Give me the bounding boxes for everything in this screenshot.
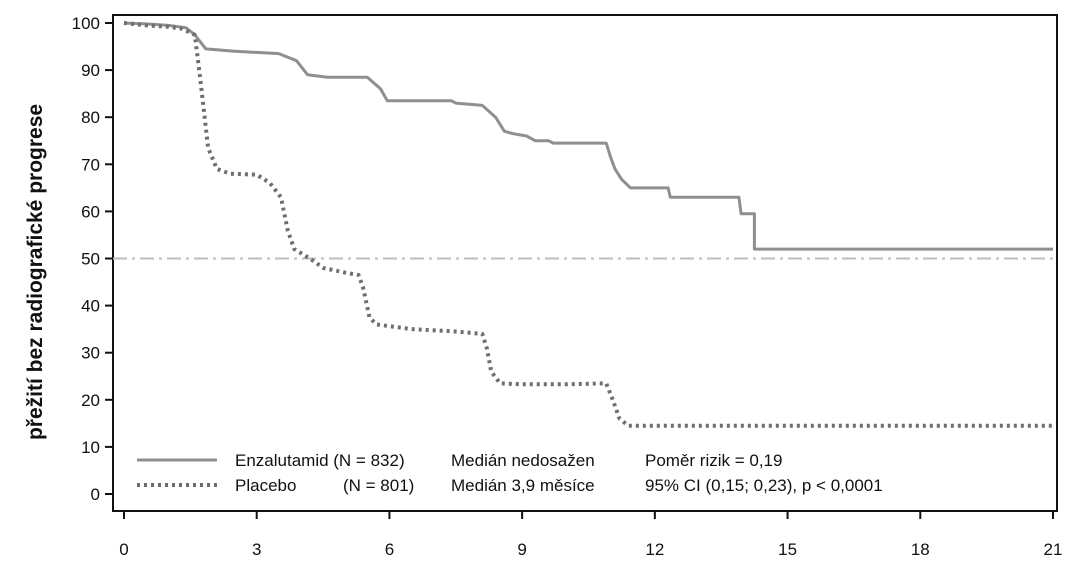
legend-stat-confidence-interval: 95% CI (0,15; 0,23), p < 0,0001 xyxy=(645,476,883,495)
x-tick-label: 0 xyxy=(119,540,128,559)
x-tick-label: 15 xyxy=(778,540,797,559)
y-tick-label: 30 xyxy=(81,344,100,363)
y-tick-label: 40 xyxy=(81,297,100,316)
legend-n-placebo: (N = 801) xyxy=(343,476,414,495)
y-tick-label: 90 xyxy=(81,61,100,80)
legend-stat-hazard-ratio: Poměr rizik = 0,19 xyxy=(645,451,782,470)
x-tick-label: 6 xyxy=(385,540,394,559)
legend-median-placebo: Medián 3,9 měsíce xyxy=(451,476,595,495)
y-tick-label: 0 xyxy=(91,485,100,504)
y-tick-label: 10 xyxy=(81,438,100,457)
legend-label-enzalutamid: Enzalutamid (N = 832) xyxy=(235,451,405,470)
y-tick-label: 50 xyxy=(81,250,100,269)
y-tick-label: 20 xyxy=(81,391,100,410)
legend-label-placebo: Placebo xyxy=(235,476,296,495)
plot-area-frame xyxy=(112,14,1058,512)
x-tick-label: 12 xyxy=(645,540,664,559)
series-line-placebo xyxy=(123,21,1053,428)
y-tick-label: 100 xyxy=(72,14,100,33)
y-tick-label: 80 xyxy=(81,108,100,127)
x-tick-label: 21 xyxy=(1044,540,1063,559)
y-tick-label: 70 xyxy=(81,155,100,174)
series-line-enzalutamid xyxy=(123,21,1053,251)
legend-median-enzalutamid: Medián nedosažen xyxy=(451,451,595,470)
x-tick-label: 18 xyxy=(911,540,930,559)
x-tick-label: 9 xyxy=(517,540,526,559)
y-axis-label: přežití bez radiografické progrese xyxy=(24,104,47,440)
x-tick-label: 3 xyxy=(252,540,261,559)
legend: Enzalutamid (N = 832) Medián nedosažen P… xyxy=(137,451,883,495)
y-tick-label: 60 xyxy=(81,202,100,221)
